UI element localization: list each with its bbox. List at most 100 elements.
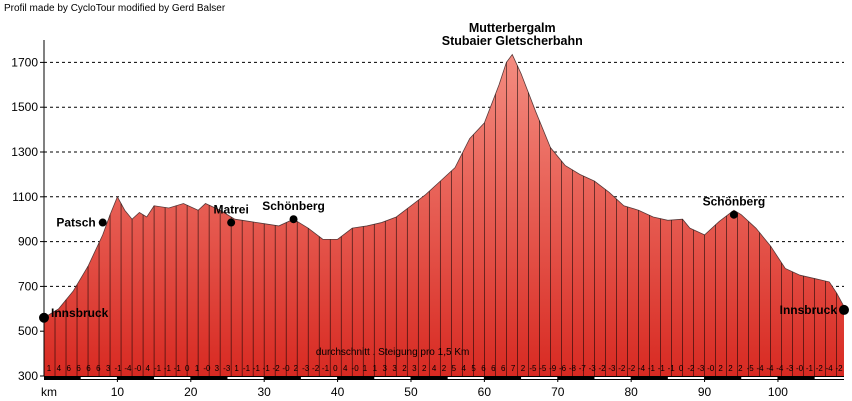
x-axis-segment <box>80 377 118 379</box>
location-markers: Innsbruck Patsch Matrei Schönberg Schönberg I… <box>39 195 849 323</box>
grade-label: 7 <box>511 364 516 373</box>
grade-label: -0 <box>282 364 290 373</box>
grade-label: -1 <box>174 364 182 373</box>
grade-label: 1 <box>47 364 52 373</box>
x-axis: km 10 20 30 40 50 60 70 80 90 100 <box>41 376 852 399</box>
location-dot <box>39 312 49 323</box>
x-axis-segment <box>374 377 411 379</box>
x-axis-segment <box>521 377 558 379</box>
grade-label: -3 <box>589 364 597 373</box>
grade-label: -5 <box>539 364 547 373</box>
location-label: Innsbruck <box>51 306 109 320</box>
x-tick-label-50: 50 <box>404 385 418 399</box>
grade-label: -8 <box>569 364 577 373</box>
grade-label: 1 <box>195 364 200 373</box>
grade-label: 2 <box>738 364 743 373</box>
grade-label: -4 <box>638 364 646 373</box>
location-label: Schönberg <box>703 195 766 209</box>
grade-label: -1 <box>322 364 330 373</box>
grade-label: -3 <box>223 364 231 373</box>
x-axis-segment <box>447 377 485 379</box>
grade-label: -9 <box>549 364 557 373</box>
x-tick-label-40: 40 <box>331 385 345 399</box>
x-tick-label-20: 20 <box>184 385 198 399</box>
grade-label: 4 <box>462 364 467 373</box>
grade-label: -4 <box>124 364 132 373</box>
grade-label: -2 <box>628 364 636 373</box>
grade-label: -0 <box>707 364 715 373</box>
x-axis-label: km <box>41 385 57 399</box>
x-axis-segment <box>300 377 338 379</box>
grade-label: -1 <box>648 364 656 373</box>
grade-label: 6 <box>481 364 486 373</box>
grade-label: 5 <box>471 364 476 373</box>
grade-label: 4 <box>57 364 62 373</box>
grade-label: -3 <box>697 364 705 373</box>
title-line-1: Mutterbergalm <box>469 21 556 35</box>
grade-label: 2 <box>718 364 723 373</box>
grade-label: -2 <box>598 364 606 373</box>
x-axis-segment <box>741 377 778 379</box>
grade-label: -2 <box>312 364 320 373</box>
x-axis-segment <box>227 377 265 379</box>
grade-label: 4 <box>343 364 348 373</box>
x-tick-label-10: 10 <box>111 385 125 399</box>
grade-label: -3 <box>302 364 310 373</box>
grade-label: -1 <box>806 364 814 373</box>
grade-label: -2 <box>618 364 626 373</box>
elevation-area <box>43 53 845 377</box>
grade-note: durchschnitt . Steigung pro 1,5 Km <box>316 347 469 358</box>
grade-label: -4 <box>826 364 834 373</box>
y-tick-label-1500: 1500 <box>11 100 38 114</box>
y-tick-label-500: 500 <box>18 324 38 338</box>
grade-label: -3 <box>786 364 794 373</box>
grade-label: 0 <box>679 364 684 373</box>
grade-label: -1 <box>164 364 172 373</box>
chart-credit: Profil made by CycloTour modified by Ger… <box>4 3 226 14</box>
y-tick-label-300: 300 <box>18 369 38 383</box>
grade-label: -2 <box>273 364 281 373</box>
x-tick-label-80: 80 <box>624 385 638 399</box>
location-dot <box>289 215 298 224</box>
grade-label: -0 <box>352 364 360 373</box>
grade-label: 1 <box>234 364 239 373</box>
grade-label: 2 <box>422 364 427 373</box>
grade-label: 5 <box>452 364 457 373</box>
grade-label: -4 <box>776 364 784 373</box>
x-axis-segment <box>814 377 852 379</box>
grade-label: 6 <box>501 364 506 373</box>
grade-label: -1 <box>658 364 666 373</box>
grade-label: -0 <box>134 364 142 373</box>
grade-label: 3 <box>383 364 388 373</box>
grade-label: 6 <box>96 364 101 373</box>
grade-label: 3 <box>412 364 417 373</box>
y-axis: 300 500 700 900 1100 1300 1500 1700 <box>11 40 45 383</box>
x-axis-segment <box>667 377 705 379</box>
hatch-lines <box>54 62 838 376</box>
grade-label: 3 <box>392 364 397 373</box>
x-tick-label-90: 90 <box>698 385 712 399</box>
grade-label: -2 <box>687 364 695 373</box>
y-tick-label-700: 700 <box>18 279 38 293</box>
grade-label: 2 <box>728 364 733 373</box>
x-tick-label-100: 100 <box>768 385 788 399</box>
grade-label: 6 <box>76 364 81 373</box>
x-axis-bar <box>44 376 844 380</box>
grade-label: -2 <box>816 364 824 373</box>
location-dot <box>839 304 849 315</box>
y-tick-label-1100: 1100 <box>12 190 38 204</box>
location-label: Patsch <box>56 216 95 230</box>
grade-label: 6 <box>491 364 496 373</box>
location-label: Matrei <box>213 203 248 217</box>
y-tick-label-900: 900 <box>18 235 38 249</box>
grade-label: -1 <box>243 364 251 373</box>
grade-label: 0 <box>185 364 190 373</box>
grade-label: 2 <box>402 364 407 373</box>
grade-label: -2 <box>835 364 843 373</box>
x-tick-label-60: 60 <box>478 385 492 399</box>
grade-label: -5 <box>747 364 755 373</box>
grade-label: 6 <box>66 364 71 373</box>
location-dot <box>98 218 107 227</box>
